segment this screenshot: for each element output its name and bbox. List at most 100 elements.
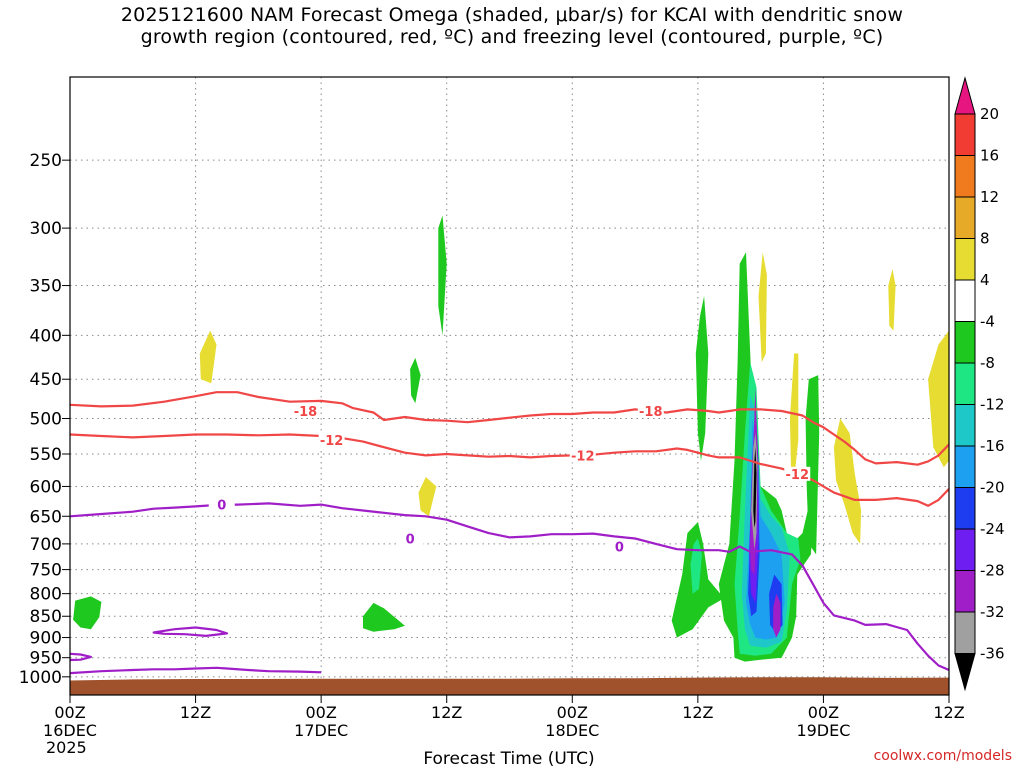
contour-label-bg-2-2 bbox=[606, 539, 633, 554]
colorbar-band-3 bbox=[954, 196, 976, 239]
colorbar-band-9 bbox=[954, 445, 976, 488]
x-tick-label-h12: 12Z bbox=[180, 703, 211, 722]
x-tick-date-h24: 17DEC bbox=[294, 721, 348, 740]
y-tick-label-500: 500 bbox=[30, 409, 62, 429]
omega-shading bbox=[73, 215, 949, 662]
colorbar-band-6 bbox=[954, 321, 976, 364]
colorbar-band-11 bbox=[954, 528, 976, 571]
omega-region-24 bbox=[888, 269, 896, 331]
y-tick-label-750: 750 bbox=[30, 561, 62, 581]
colorbar-band-8 bbox=[954, 404, 976, 447]
contour-line-3 bbox=[70, 666, 322, 675]
site-credit: coolwx.com/models bbox=[873, 748, 1012, 764]
colorbar-tick-11: -28 bbox=[980, 562, 1005, 580]
omega-region-22 bbox=[789, 353, 799, 481]
colorbar-tick-1: 16 bbox=[980, 147, 999, 165]
omega-region-1 bbox=[363, 602, 405, 632]
omega-region-21 bbox=[758, 252, 767, 363]
x-tick-label-h36: 12Z bbox=[431, 703, 462, 722]
omega-region-25 bbox=[928, 330, 949, 468]
colorbar: 20 16 12 8 4 -4 -8 -12 -16 -20 -24 -28 -32 -36 bbox=[954, 76, 1005, 692]
contour-label-2-1: 0 bbox=[406, 533, 415, 548]
x-tick-date-h48: 18DEC bbox=[545, 721, 599, 740]
contour-line-5 bbox=[70, 652, 93, 662]
colorbar-tick-6: -8 bbox=[980, 354, 995, 372]
colorbar-tick-8: -16 bbox=[980, 437, 1005, 455]
y-tick-label-250: 250 bbox=[30, 151, 62, 171]
omega-region-2 bbox=[410, 357, 421, 404]
y-tick-label-600: 600 bbox=[30, 477, 62, 497]
colorbar-tick-2: 12 bbox=[980, 188, 999, 206]
y-tick-label-850: 850 bbox=[30, 607, 62, 627]
contour-label-bg-2-1 bbox=[397, 531, 424, 546]
y-tick-label-700: 700 bbox=[30, 535, 62, 555]
x-tick-label-h72: 00Z bbox=[808, 703, 839, 722]
terrain bbox=[70, 677, 949, 695]
omega-region-11 bbox=[690, 538, 702, 594]
plot-background bbox=[70, 77, 949, 695]
x-tick-label-h60: 12Z bbox=[682, 703, 713, 722]
colorbar-tick-12: -32 bbox=[980, 603, 1005, 621]
contour-label-1-2: -12 bbox=[786, 468, 810, 483]
y-tick-label-650: 650 bbox=[30, 507, 62, 527]
x-tick-date-h0: 16DEC bbox=[43, 721, 97, 740]
contour-label-bg-1-0 bbox=[318, 433, 345, 448]
contour-label-bg-0-1 bbox=[637, 403, 664, 418]
y-tick-label-350: 350 bbox=[30, 277, 62, 297]
y-tick-label-1000: 1000 bbox=[19, 668, 62, 688]
omega-region-18 bbox=[773, 593, 781, 638]
x-tick-label-h0: 00Z bbox=[54, 703, 85, 722]
y-tick-label-550: 550 bbox=[30, 445, 62, 465]
contour-label-0-1: -18 bbox=[639, 405, 663, 420]
contour-label-bg-1-1 bbox=[569, 448, 596, 463]
contour-lines bbox=[70, 391, 949, 675]
omega-region-5 bbox=[418, 477, 437, 517]
y-tick-label-450: 450 bbox=[30, 370, 62, 390]
colorbar-tick-5: -4 bbox=[980, 313, 995, 331]
colorbar-band-5 bbox=[954, 279, 976, 322]
contour-label-1-1: -12 bbox=[571, 449, 595, 464]
x-tick-label-h48: 00Z bbox=[557, 703, 588, 722]
colorbar-tick-7: -12 bbox=[980, 396, 1005, 414]
colorbar-tick-4: 4 bbox=[980, 271, 990, 289]
colorbar-band-13 bbox=[954, 611, 976, 654]
contour-line-4 bbox=[152, 626, 229, 638]
colorbar-tick-0: 20 bbox=[980, 105, 999, 123]
y-tick-label-900: 900 bbox=[30, 629, 62, 649]
colorbar-tick-3: 8 bbox=[980, 230, 990, 248]
x-tick-label-h24: 00Z bbox=[305, 703, 336, 722]
y-tick-label-300: 300 bbox=[30, 219, 62, 239]
y-tick-label-800: 800 bbox=[30, 585, 62, 605]
contour-label-bg-0-0 bbox=[292, 403, 319, 418]
contour-line-1 bbox=[70, 433, 949, 507]
y-axis: 250 300 350 400 450 500 550 600 650 700 750 8008509… bbox=[19, 151, 70, 688]
colorbar-band-0 bbox=[954, 76, 976, 115]
contour-label-1-0: -12 bbox=[320, 434, 344, 449]
x-tick-label-h84: 12Z bbox=[933, 703, 964, 722]
y-tick-label-400: 400 bbox=[30, 326, 62, 346]
plot-frame bbox=[69, 76, 950, 696]
chart-title: 2025121600 NAM Forecast Omega (shaded, μ… bbox=[0, 4, 1024, 48]
colorbar-band-7 bbox=[954, 362, 976, 405]
colorbar-band-1 bbox=[954, 113, 976, 156]
colorbar-band-2 bbox=[954, 155, 976, 198]
contour-line-0 bbox=[70, 391, 949, 466]
colorbar-band-10 bbox=[954, 487, 976, 530]
omega-region-4 bbox=[199, 330, 217, 384]
contour-label-2-2: 0 bbox=[615, 541, 624, 556]
contour-label-0-0: -18 bbox=[294, 405, 318, 420]
colorbar-tick-9: -20 bbox=[980, 479, 1005, 497]
omega-region-7 bbox=[695, 296, 709, 461]
omega-region-3 bbox=[438, 215, 447, 336]
colorbar-band-12 bbox=[954, 570, 976, 613]
contour-line-2 bbox=[70, 502, 949, 672]
omega-region-23 bbox=[833, 418, 862, 544]
terrain-fill bbox=[70, 677, 949, 695]
omega-region-20 bbox=[753, 447, 757, 528]
omega-region-0 bbox=[73, 596, 102, 630]
colorbar-tick-13: -36 bbox=[980, 645, 1005, 663]
x-tick-year-h0: 2025 bbox=[46, 738, 87, 757]
